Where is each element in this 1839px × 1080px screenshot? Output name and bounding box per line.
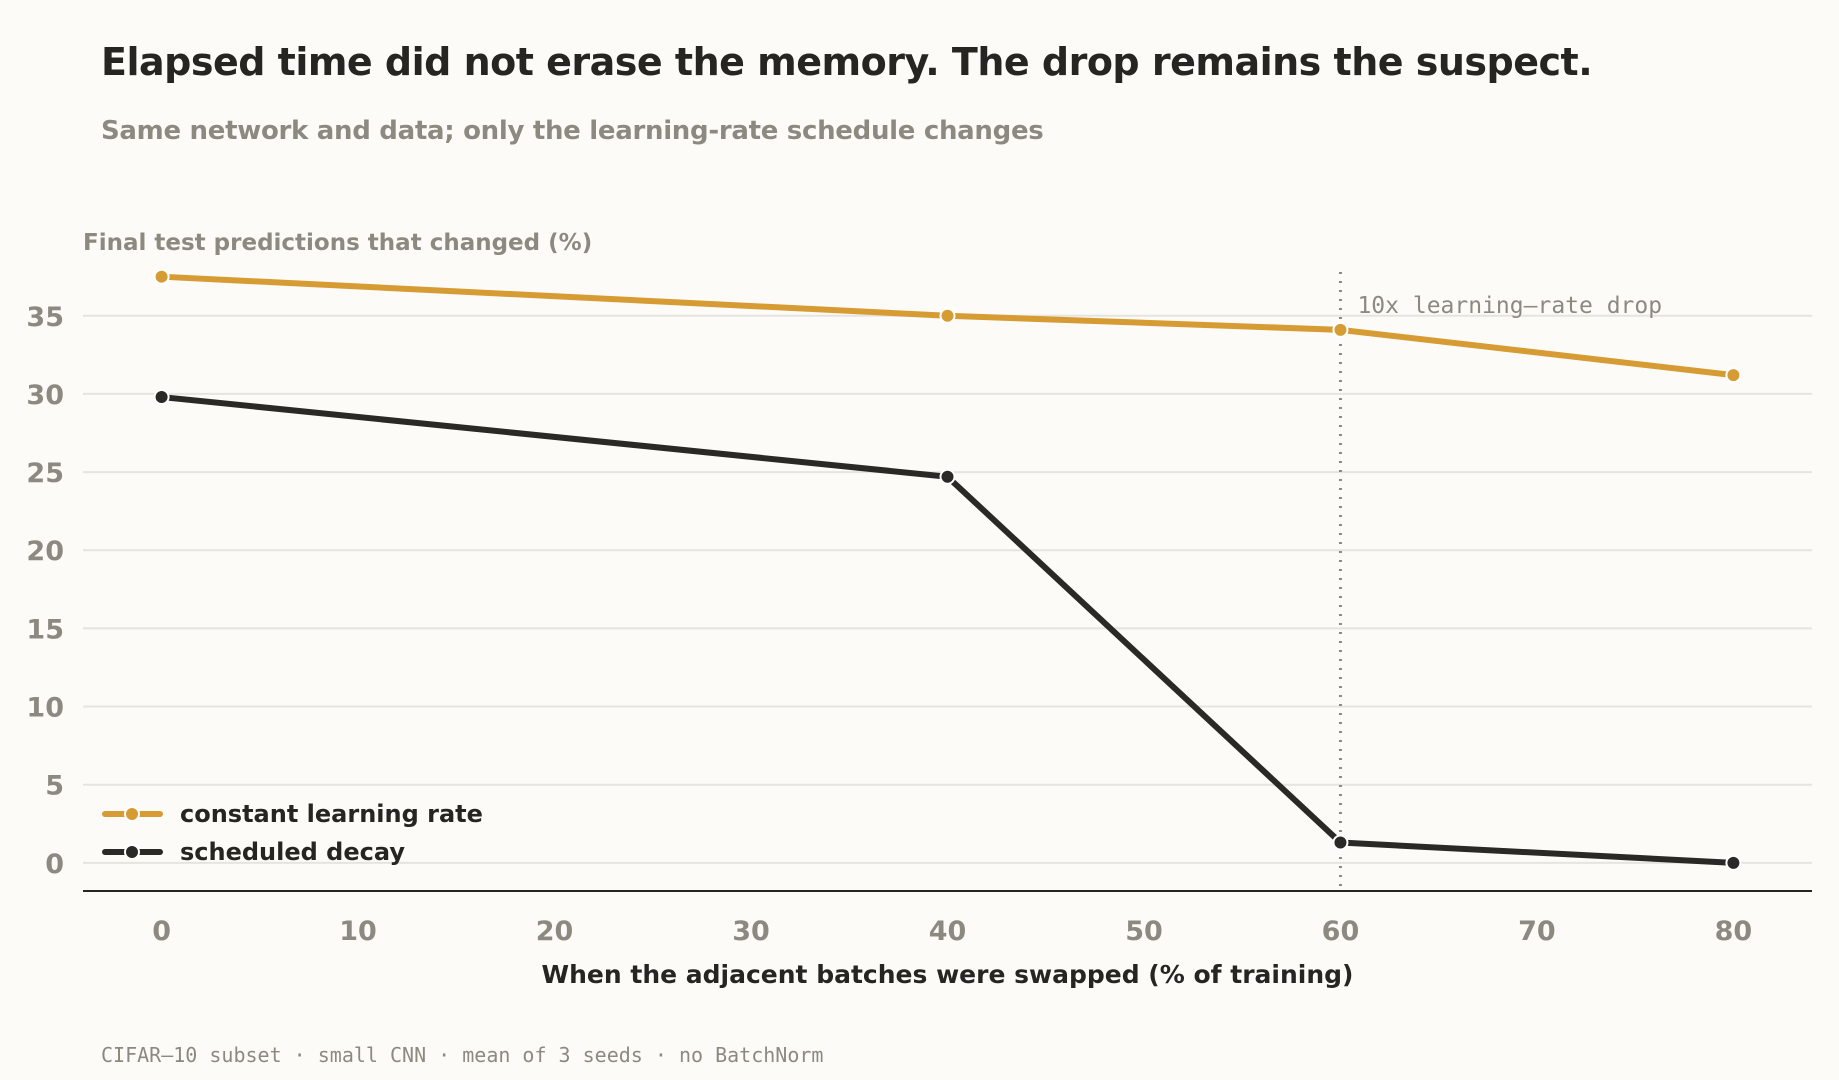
chart-subtitle: Same network and data; only the learning… <box>101 116 1044 146</box>
data-point-constant-learning-rate <box>1332 321 1349 338</box>
x-axis-label: When the adjacent batches were swapped (… <box>542 960 1354 989</box>
annotation-layer: 10x learning–rate drop <box>1338 272 1662 891</box>
x-tick-label: 10 <box>339 916 377 947</box>
data-point-scheduled-decay <box>939 468 956 485</box>
data-point-scheduled-decay <box>1332 834 1349 851</box>
y-tick-label: 25 <box>26 458 64 489</box>
footer-note: CIFAR–10 subset · small CNN · mean of 3 … <box>101 1043 824 1067</box>
x-tick-label: 60 <box>1322 916 1360 947</box>
legend-swatch-marker <box>124 806 140 822</box>
x-tick-label: 70 <box>1518 916 1556 947</box>
y-tick-label: 10 <box>26 693 64 724</box>
gridlines <box>83 314 1812 864</box>
x-tick-label: 40 <box>929 916 967 947</box>
chart-title: Elapsed time did not erase the memory. T… <box>101 40 1593 84</box>
legend-swatch-marker <box>124 844 140 860</box>
annotation-label: 10x learning–rate drop <box>1357 293 1662 319</box>
y-axis-label: Final test predictions that changed (%) <box>83 230 592 256</box>
legend-label: constant learning rate <box>180 800 483 828</box>
data-point-constant-learning-rate <box>939 307 956 324</box>
x-tick-label: 50 <box>1125 916 1163 947</box>
y-tick-label: 15 <box>26 614 64 645</box>
x-tick-label: 0 <box>152 916 171 947</box>
y-tick-label: 0 <box>45 849 64 880</box>
legend-label: scheduled decay <box>180 838 405 866</box>
y-tick-label: 5 <box>45 771 64 802</box>
x-tick-label: 80 <box>1715 916 1753 947</box>
data-point-constant-learning-rate <box>1725 367 1742 384</box>
legend: constant learning rate scheduled decay <box>102 800 483 866</box>
y-tick-label: 20 <box>26 536 64 567</box>
x-tick-label: 30 <box>732 916 770 947</box>
x-tick-label: 20 <box>536 916 574 947</box>
x-tick-labels: 0 10 20 30 40 50 60 70 80 <box>152 916 1752 947</box>
series-layer <box>153 268 1742 871</box>
series-line-constant-learning-rate <box>158 273 1737 379</box>
data-point-scheduled-decay <box>153 389 170 406</box>
data-point-constant-learning-rate <box>153 268 170 285</box>
series-line-scheduled-decay <box>158 394 1737 866</box>
y-tick-label: 35 <box>26 302 64 333</box>
y-tick-labels: 0 5 10 15 20 25 30 35 <box>26 302 64 880</box>
y-tick-label: 30 <box>26 380 64 411</box>
data-point-scheduled-decay <box>1725 854 1742 871</box>
